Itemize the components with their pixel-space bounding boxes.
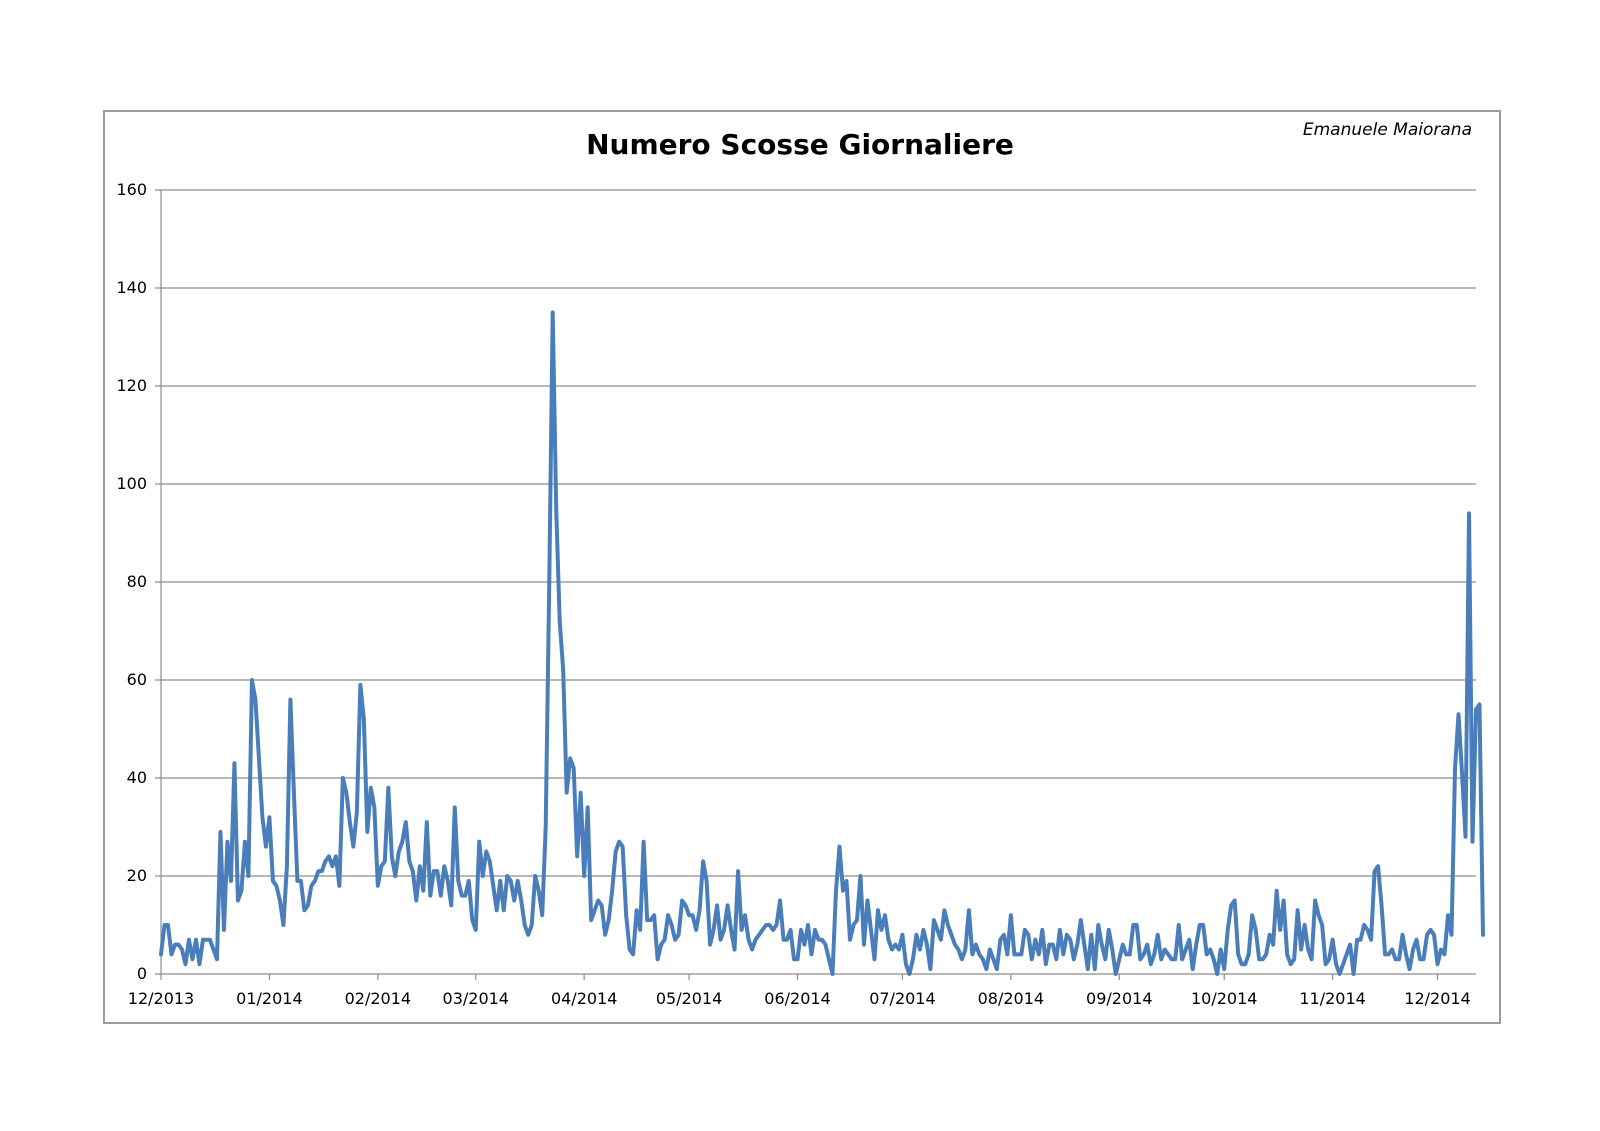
x-tick-label: 11/2014 [1299,989,1365,1008]
chart-author: Emanuele Maiorana [1302,120,1472,140]
x-tick-label: 02/2014 [345,989,411,1008]
y-tick-label: 60 [127,670,147,689]
y-tick-label: 160 [116,180,147,199]
x-tick-label: 08/2014 [978,989,1044,1008]
x-tick-label: 07/2014 [869,989,935,1008]
x-tick-label: 09/2014 [1086,989,1152,1008]
series-line-0 [159,310,1485,976]
x-tick-label: 03/2014 [443,989,509,1008]
x-axis-ticks: 12/2013 01/2014 02/2014 03/2014 04/2014 05/20… [128,974,1471,1008]
y-tick-label: 140 [116,278,147,297]
x-tick-label: 10/2014 [1191,989,1257,1008]
series-layer [159,310,1485,976]
y-tick-label: 40 [127,768,147,787]
y-tick-label: 120 [116,376,147,395]
y-axis-ticks: 0 20 40 60 80 100 120 140 160 [116,180,161,983]
x-tick-label: 06/2014 [764,989,830,1008]
y-tick-label: 100 [116,474,147,493]
grid-lines [161,189,1476,877]
y-tick-label: 80 [127,572,147,591]
x-tick-label: 12/2013 [128,989,194,1008]
chart-title: Numero Scosse Giornaliere [586,128,1014,161]
y-tick-label: 20 [127,866,147,885]
x-tick-label: 04/2014 [551,989,617,1008]
x-tick-label: 01/2014 [236,989,302,1008]
x-tick-label: 12/2014 [1404,989,1470,1008]
y-tick-label: 0 [137,964,147,983]
x-tick-label: 05/2014 [656,989,722,1008]
